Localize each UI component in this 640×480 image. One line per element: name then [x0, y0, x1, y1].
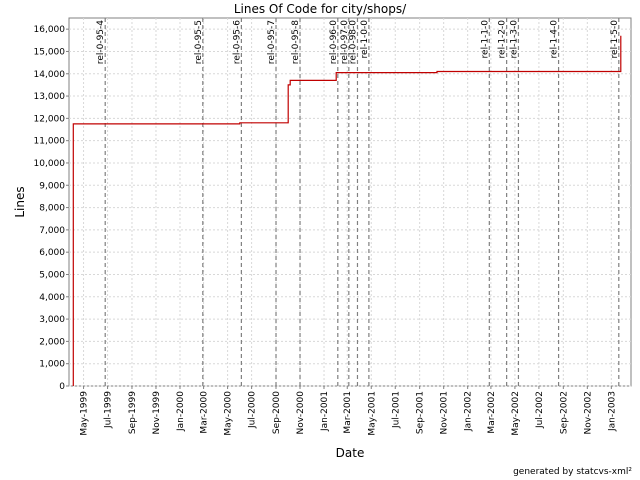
release-marker-label: rel-0-98-0 [348, 20, 358, 64]
loc-series-line [72, 35, 622, 386]
y-tick-label: 7,000 [39, 226, 65, 236]
y-tick-label: 12,000 [34, 114, 66, 124]
y-tick-label: 14,000 [34, 70, 66, 80]
y-tick-label: 10,000 [34, 159, 66, 169]
x-tick-label: Nov-1999 [152, 391, 162, 435]
y-tick-label: 4,000 [39, 293, 65, 303]
x-tick-label: Jul-2002 [535, 391, 545, 429]
y-tick-label: 5,000 [39, 270, 65, 280]
x-axis-title: Date [336, 446, 365, 460]
x-tick-label: Nov-2002 [583, 391, 593, 434]
y-tick-label: 1,000 [39, 360, 65, 370]
y-tick-label: 16,000 [34, 25, 66, 35]
y-tick-label: 0 [59, 382, 65, 392]
y-tick-label: 8,000 [39, 204, 65, 214]
x-tick-label: Jan-2000 [176, 391, 186, 432]
chart-title: Lines Of Code for city/shops/ [234, 2, 407, 16]
plot-area [68, 17, 632, 387]
release-markers: rel-0-95-4 rel-0-95-5 rel-0-95-6 rel-0-95-7… [96, 18, 620, 386]
x-tick-label: Nov-2001 [440, 391, 450, 434]
x-tick-label: Mar-2000 [200, 391, 210, 434]
x-tick-label: May-2000 [224, 391, 234, 436]
gridlines [69, 18, 631, 387]
x-tick-label: Jul-1999 [104, 391, 114, 429]
y-tick-label: 13,000 [34, 92, 66, 102]
x-tick-label: Jan-2003 [607, 391, 617, 432]
x-tick-label: Sep-2002 [559, 391, 569, 434]
y-tick-label: 9,000 [39, 181, 65, 191]
x-tick-label: Sep-1999 [128, 391, 138, 434]
x-tick-label: May-2001 [367, 391, 377, 436]
y-axis: 0 1,000 2,000 3,000 4,000 5,000 6,000 7,000 8,00… [34, 25, 69, 392]
release-marker-label: rel-0-96-0 [329, 20, 339, 64]
release-marker-label: rel-0-95-8 [291, 20, 301, 64]
y-tick-label: 3,000 [39, 315, 65, 325]
x-tick-label: Sep-2001 [416, 391, 426, 434]
x-tick-label: Mar-2001 [343, 391, 353, 434]
release-marker-label: rel-1-1-0 [480, 20, 490, 59]
release-marker-label: rel-1-5-0 [610, 20, 620, 59]
release-marker-label: rel-1-3-0 [509, 20, 519, 59]
release-marker-label: rel-0-95-4 [96, 20, 106, 64]
x-axis: May-1999 Jul-1999 Sep-1999 Nov-1999 Jan-2000… [80, 386, 617, 436]
x-tick-label: May-1999 [80, 391, 90, 436]
release-marker-label: rel-1-0-0 [360, 20, 370, 59]
x-tick-label: May-2002 [511, 391, 521, 436]
y-axis-title: Lines [13, 186, 27, 217]
release-marker-label: rel-0-95-5 [194, 20, 204, 64]
x-tick-label: Jan-2002 [464, 391, 474, 432]
release-marker-label: rel-0-95-7 [267, 20, 277, 64]
y-tick-label: 2,000 [39, 337, 65, 347]
footer-text: generated by statcvs-xml² [513, 467, 632, 477]
x-tick-label: Jul-2000 [248, 391, 258, 429]
x-tick-label: Mar-2002 [487, 391, 497, 434]
x-tick-label: Jul-2001 [391, 391, 401, 429]
x-tick-label: Sep-2000 [272, 391, 282, 434]
x-tick-label: Nov-2000 [296, 391, 306, 435]
y-tick-label: 6,000 [39, 248, 65, 258]
release-marker-label: rel-1-4-0 [550, 20, 560, 59]
release-marker-label: rel-1-2-0 [498, 20, 508, 59]
release-marker-label: rel-0-95-6 [232, 20, 242, 64]
data-series [72, 35, 622, 386]
y-tick-label: 15,000 [34, 47, 66, 57]
release-marker-label: rel-0-97-0 [340, 20, 350, 64]
x-tick-label: Jan-2001 [320, 391, 330, 432]
y-tick-label: 11,000 [34, 137, 66, 147]
